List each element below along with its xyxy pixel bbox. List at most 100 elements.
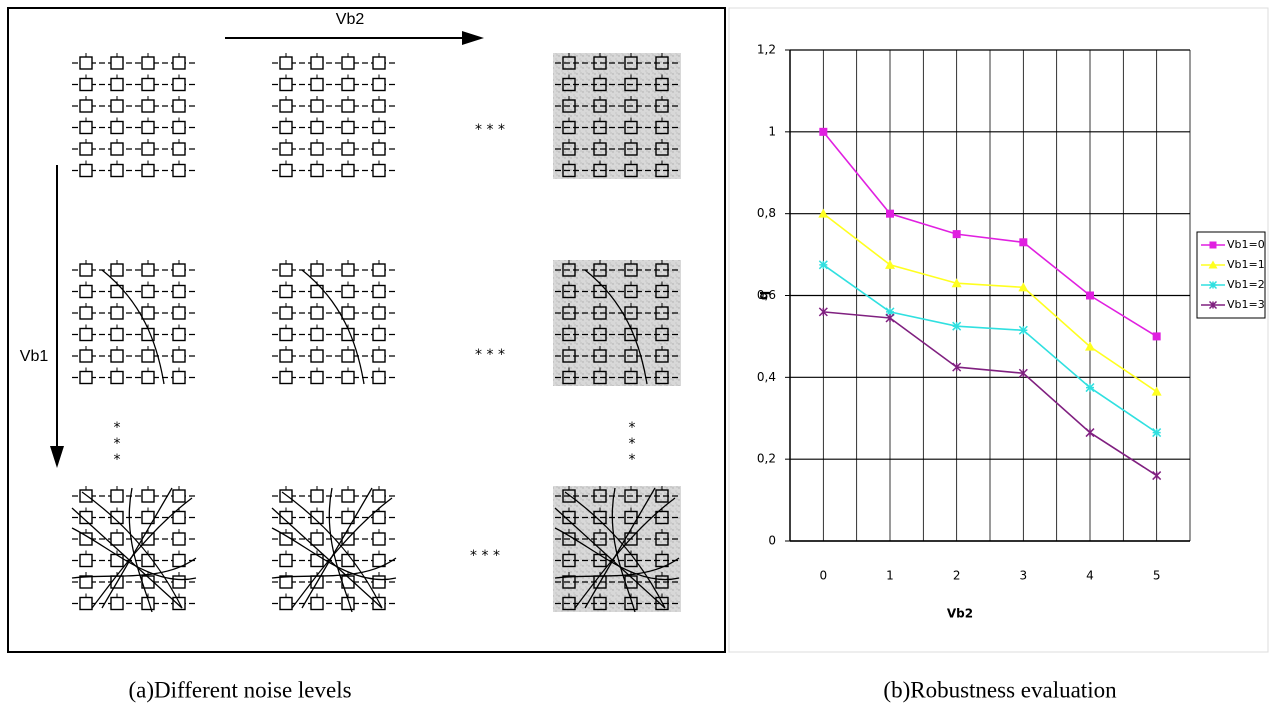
marker xyxy=(952,321,962,331)
y-tick-label: 0,6 xyxy=(757,288,776,302)
noise-link xyxy=(554,557,680,579)
noise-link xyxy=(271,527,397,581)
lattice-cell xyxy=(172,263,186,277)
lattice-cell xyxy=(110,327,124,342)
lattice-cell xyxy=(372,370,386,385)
lattice-cell xyxy=(310,163,324,178)
noise-link xyxy=(554,507,666,609)
x-tick-label: 4 xyxy=(1086,569,1094,583)
noise-link xyxy=(128,487,153,613)
marker xyxy=(1209,241,1217,249)
lattice-cell xyxy=(79,163,93,178)
lattice-cell xyxy=(341,306,355,320)
lattice-cell xyxy=(310,99,324,113)
panel-b-frame xyxy=(728,7,1269,653)
marker xyxy=(818,260,828,270)
lattice-cell xyxy=(310,306,324,320)
legend-box xyxy=(1196,231,1266,319)
lattice xyxy=(553,486,681,613)
v-dot: * xyxy=(629,420,636,436)
lattice-cell xyxy=(110,163,124,178)
lattice-cell xyxy=(341,489,355,503)
diagram xyxy=(71,53,681,613)
lattice-cell xyxy=(79,349,93,363)
caption: (a)Different noise levels xyxy=(128,677,351,702)
marker xyxy=(1208,260,1218,269)
marker xyxy=(1085,428,1095,438)
lattice-cell xyxy=(79,306,93,320)
lattice-cell xyxy=(279,142,293,156)
lattice-cell xyxy=(110,142,124,156)
lattice-cell xyxy=(310,120,324,135)
lattice-cell xyxy=(79,120,93,135)
lattice-cell xyxy=(79,370,93,385)
lattice-cell xyxy=(310,142,324,156)
legend-label: Vb1=3 xyxy=(1227,298,1265,311)
lattice-cell xyxy=(141,56,155,70)
lattice-cell xyxy=(141,263,155,277)
marker xyxy=(1151,386,1162,396)
lattice xyxy=(553,53,681,179)
caption: (b)Robustness evaluation xyxy=(883,677,1117,702)
noise-link xyxy=(71,527,197,581)
lattice-cell xyxy=(372,142,386,156)
lattice-cell xyxy=(341,56,355,70)
lattice-cell xyxy=(141,284,155,299)
lattice-cell xyxy=(341,120,355,135)
lattice xyxy=(272,53,396,178)
vb1-arrowhead xyxy=(50,446,64,468)
lattice-cell xyxy=(172,77,186,92)
marker xyxy=(951,278,962,288)
noise-link xyxy=(281,491,383,609)
lattice xyxy=(272,260,396,385)
lattice-cell xyxy=(79,99,93,113)
marker xyxy=(1152,332,1161,341)
lattice xyxy=(72,260,196,385)
lattice-cell xyxy=(372,284,386,299)
legend: Vb1=0 Vb1=1 Vb1=2 Vb1=3 xyxy=(1196,231,1266,319)
lattice-cell xyxy=(279,163,293,178)
lattice-cell xyxy=(172,532,186,546)
marker xyxy=(819,127,828,136)
noise-background xyxy=(553,486,681,612)
lattice-cell xyxy=(279,327,293,342)
lattice-cell xyxy=(141,142,155,156)
lattice-cell xyxy=(172,553,186,568)
lattice-cell xyxy=(110,349,124,363)
diagram-y-label: Vb1 xyxy=(20,348,49,365)
series-line xyxy=(822,213,1158,393)
lattice-cell xyxy=(279,575,293,589)
lattice-cell xyxy=(79,284,93,299)
lattice-cell xyxy=(79,77,93,92)
marker xyxy=(1085,341,1095,351)
lattice-cell xyxy=(79,575,93,589)
marker xyxy=(885,307,895,317)
lattice-cell xyxy=(279,99,293,113)
lattice-cell xyxy=(310,263,324,277)
lattice-cell xyxy=(372,575,386,589)
lattice-cell xyxy=(341,163,355,178)
lattice-cell xyxy=(372,532,386,546)
marker xyxy=(1152,471,1162,481)
x-tick-label: 5 xyxy=(1153,569,1161,583)
noise-link xyxy=(101,269,165,385)
series-line xyxy=(822,131,1158,338)
y-axis-label: q xyxy=(757,291,772,300)
panel-a-frame xyxy=(7,7,726,653)
noise-link xyxy=(81,491,183,609)
lattice-cell xyxy=(310,489,324,503)
x-tick-label: 1 xyxy=(886,569,894,583)
lattice-cell xyxy=(172,284,186,299)
marker xyxy=(885,313,895,323)
noise-background xyxy=(553,260,681,386)
lattice-cell xyxy=(279,553,293,568)
lattice-cell xyxy=(172,56,186,70)
series-line xyxy=(823,311,1158,477)
x-tick-label: 2 xyxy=(953,569,961,583)
lattice-cell xyxy=(79,142,93,156)
chart: 00,20,40,60,811,20 1 2 3 4 5Vb2qVb1=0Vb1=1Vb1… xyxy=(757,43,1266,621)
lattice-cell xyxy=(141,489,155,503)
noise-link xyxy=(91,497,193,609)
noise-link xyxy=(271,507,383,609)
